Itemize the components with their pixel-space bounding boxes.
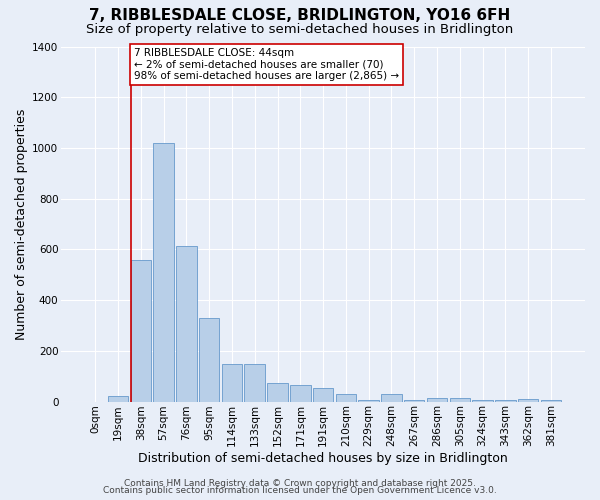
Text: Contains HM Land Registry data © Crown copyright and database right 2025.: Contains HM Land Registry data © Crown c… (124, 478, 476, 488)
Bar (131, 260, 151, 402)
Bar (290, 385, 311, 402)
Bar (244, 364, 265, 402)
Bar (176, 246, 197, 402)
X-axis label: Distribution of semi-detached houses by size in Bridlington: Distribution of semi-detached houses by … (138, 452, 508, 465)
Bar (427, 398, 447, 402)
Bar (267, 382, 288, 402)
Bar (358, 400, 379, 402)
Bar (518, 399, 538, 402)
Bar (154, 143, 174, 402)
Bar (313, 388, 334, 402)
Text: Size of property relative to semi-detached houses in Bridlington: Size of property relative to semi-detach… (86, 22, 514, 36)
Bar (108, 396, 128, 402)
Bar (449, 398, 470, 402)
Bar (495, 400, 515, 402)
Text: 7, RIBBLESDALE CLOSE, BRIDLINGTON, YO16 6FH: 7, RIBBLESDALE CLOSE, BRIDLINGTON, YO16 … (89, 8, 511, 22)
Bar (335, 394, 356, 402)
Bar (222, 364, 242, 402)
Bar (404, 400, 424, 402)
Text: 7 RIBBLESDALE CLOSE: 44sqm
← 2% of semi-detached houses are smaller (70)
98% of : 7 RIBBLESDALE CLOSE: 44sqm ← 2% of semi-… (134, 48, 399, 81)
Y-axis label: Number of semi-detached properties: Number of semi-detached properties (15, 108, 28, 340)
Bar (472, 400, 493, 402)
Bar (381, 394, 402, 402)
Text: Contains public sector information licensed under the Open Government Licence v3: Contains public sector information licen… (103, 486, 497, 495)
Bar (199, 318, 220, 402)
Bar (541, 400, 561, 402)
